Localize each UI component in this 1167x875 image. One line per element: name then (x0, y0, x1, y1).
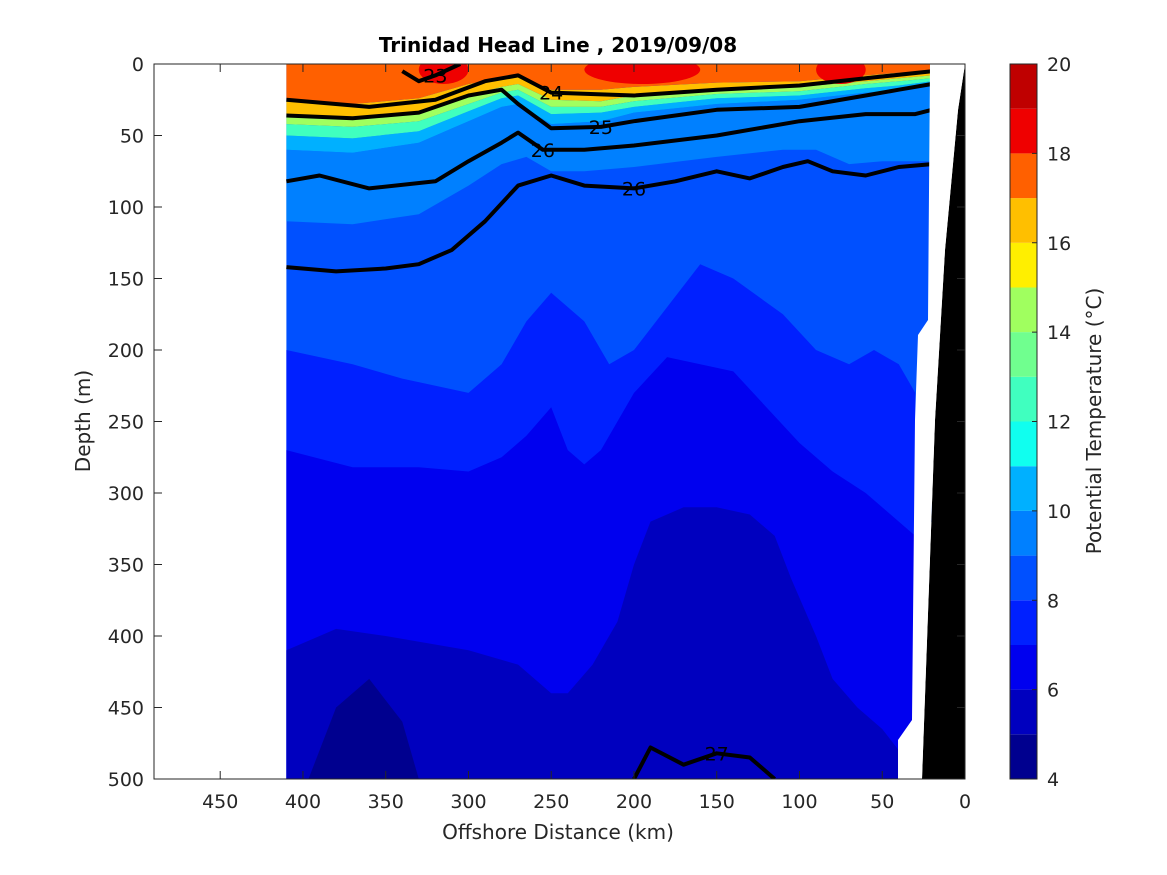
contour-25-line-3 (286, 82, 933, 131)
colorbar-swatch-9 (1010, 510, 1037, 556)
colorbar-swatch-12 (1010, 376, 1037, 422)
contour-27-line-6 (632, 745, 777, 779)
warm-band-12C (286, 78, 932, 139)
colorbar-tick-label-4: 4 (1047, 769, 1059, 791)
colorbar-swatch-19 (1010, 64, 1037, 109)
colorbar-swatch-7 (1010, 600, 1037, 645)
colorbar-tick-label-12: 12 (1047, 412, 1071, 434)
contour-24-line-2 (286, 69, 933, 109)
band-5C (286, 507, 902, 779)
contour-label-4: 26 (531, 140, 555, 162)
colorbar: 4 6 8 10 12 14 16 18 20 (1009, 54, 1071, 791)
colorbar-tick-label-20: 20 (1047, 54, 1071, 76)
colorbar-tick-label-8: 8 (1047, 590, 1059, 612)
colorbar-tick-label-18: 18 (1047, 143, 1071, 165)
x-tick-label-0: 0 (959, 791, 971, 813)
x-tick-label-150: 150 (699, 791, 735, 813)
warm-band-9C (286, 85, 932, 225)
y-tick-label-500: 500 (108, 769, 144, 791)
y-tick-label-0: 0 (132, 54, 144, 76)
contour-label-1: 23 (423, 65, 447, 87)
continental-shelf (922, 64, 965, 779)
contour-label-5: 26 (622, 178, 646, 200)
colorbar-label: Potential Temperature (°C) (1082, 288, 1106, 555)
y-tick-label-200: 200 (108, 340, 144, 362)
x-tick-label-450: 450 (202, 791, 238, 813)
x-tick-label-50: 50 (870, 791, 894, 813)
y-axis-label: Depth (m) (71, 370, 95, 472)
contour-label-3: 25 (589, 117, 613, 139)
colorbar-swatch-6 (1010, 644, 1037, 690)
colorbar-swatch-15 (1010, 242, 1037, 288)
contour-label-6: 27 (705, 743, 729, 765)
warm-band-10C (286, 81, 932, 153)
x-axis: 450 400 350 300 250 200 150 100 50 0 (202, 64, 971, 813)
chart-title: Trinidad Head Line , 2019/09/08 (379, 33, 737, 57)
shelf-gap (898, 64, 965, 779)
colorbar-swatch-16 (1010, 198, 1037, 243)
contour-26-line-5 (286, 159, 933, 274)
x-tick-label-300: 300 (450, 791, 486, 813)
surface-patch-2 (584, 64, 701, 84)
x-tick-label-200: 200 (616, 791, 652, 813)
colorbar-swatch-8 (1010, 555, 1037, 601)
x-tick-label-100: 100 (781, 791, 817, 813)
colorbar-tick-label-10: 10 (1047, 501, 1071, 523)
band-4C (308, 678, 419, 779)
y-tick-label-250: 250 (108, 412, 144, 434)
colorbar-swatch-17 (1010, 153, 1037, 199)
y-tick-label-450: 450 (108, 698, 144, 720)
y-axis: 0 50 100 150 200 250 300 350 400 450 500 (108, 54, 965, 791)
y-tick-label-100: 100 (108, 197, 144, 219)
x-tick-label-250: 250 (533, 791, 569, 813)
y-tick-label-50: 50 (120, 126, 144, 148)
colorbar-tick-label-16: 16 (1047, 233, 1071, 255)
colorbar-tick-label-14: 14 (1047, 322, 1071, 344)
colorbar-tick-label-6: 6 (1047, 680, 1059, 702)
contour-23-line-1 (401, 64, 462, 84)
y-tick-label-300: 300 (108, 483, 144, 505)
colorbar-swatch-11 (1010, 421, 1037, 467)
colorbar-swatch-14 (1010, 287, 1037, 333)
x-tick-label-350: 350 (368, 791, 404, 813)
x-tick-label-400: 400 (285, 791, 321, 813)
plot-area: 23 24 25 26 26 27 (154, 64, 965, 779)
colorbar-swatch-4 (1010, 734, 1037, 779)
y-tick-label-150: 150 (108, 269, 144, 291)
colorbar-swatch-5 (1010, 689, 1037, 735)
isopycnal-contours: 23 24 25 26 26 27 (286, 64, 933, 779)
contour-26-line-4 (286, 107, 933, 191)
coastline (898, 64, 965, 779)
y-tick-label-400: 400 (108, 626, 144, 648)
colorbar-swatch-10 (1010, 466, 1037, 511)
temperature-bands (286, 64, 932, 779)
contour-label-2: 24 (539, 83, 563, 105)
surface-patch-1 (418, 64, 469, 84)
colorbar-swatch-18 (1010, 108, 1037, 154)
y-tick-label-350: 350 (108, 555, 144, 577)
x-axis-label: Offshore Distance (km) (442, 820, 674, 844)
colorbar-swatch-13 (1010, 332, 1037, 377)
